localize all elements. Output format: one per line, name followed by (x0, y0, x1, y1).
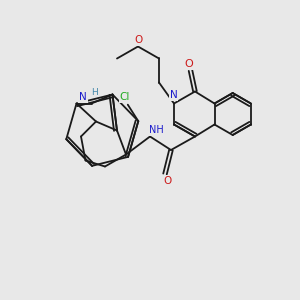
Text: NH: NH (149, 125, 164, 135)
Text: O: O (184, 59, 194, 69)
Text: O: O (164, 176, 172, 186)
Text: Cl: Cl (120, 92, 130, 102)
Text: N: N (169, 90, 177, 100)
Text: N: N (79, 92, 87, 103)
Text: H: H (91, 88, 98, 97)
Text: O: O (134, 35, 143, 45)
